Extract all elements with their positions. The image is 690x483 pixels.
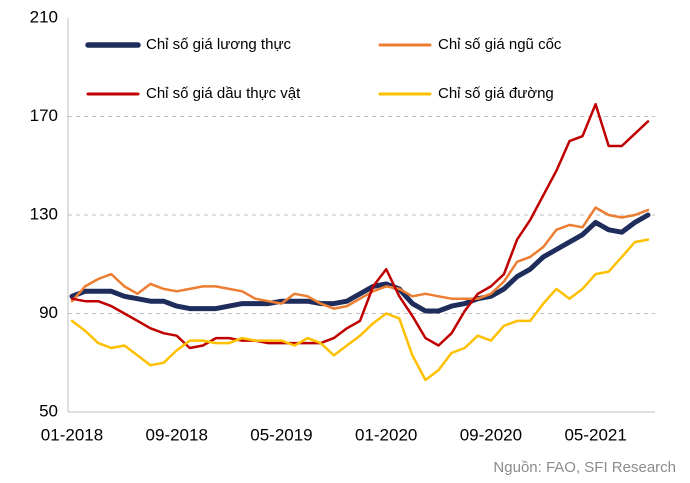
legend-label: Chỉ số giá lương thực: [146, 36, 291, 53]
x-tick-label: 01-2020: [355, 425, 417, 444]
legend-label: Chỉ số giá đường: [438, 85, 554, 102]
x-tick-label: 05-2021: [564, 425, 626, 444]
legend-label: Chỉ số giá ngũ cốc: [438, 36, 562, 53]
y-tick-label: 90: [39, 303, 58, 322]
y-tick-label: 130: [30, 204, 58, 223]
x-tick-label: 01-2018: [41, 425, 103, 444]
series-line: [70, 238, 650, 382]
series-line: [70, 102, 650, 350]
y-tick-label: 170: [30, 106, 58, 125]
y-tick-label: 50: [39, 401, 58, 420]
x-tick-label: 09-2020: [460, 425, 522, 444]
series-line: [70, 206, 650, 310]
y-tick-label: 210: [30, 7, 58, 26]
legend-label: Chỉ số giá dầu thực vật: [146, 85, 301, 102]
x-tick-label: 05-2019: [250, 425, 312, 444]
x-tick-label: 09-2018: [146, 425, 208, 444]
source: Nguồn: FAO, SFI Research: [493, 459, 676, 476]
series-line: [69, 212, 651, 314]
